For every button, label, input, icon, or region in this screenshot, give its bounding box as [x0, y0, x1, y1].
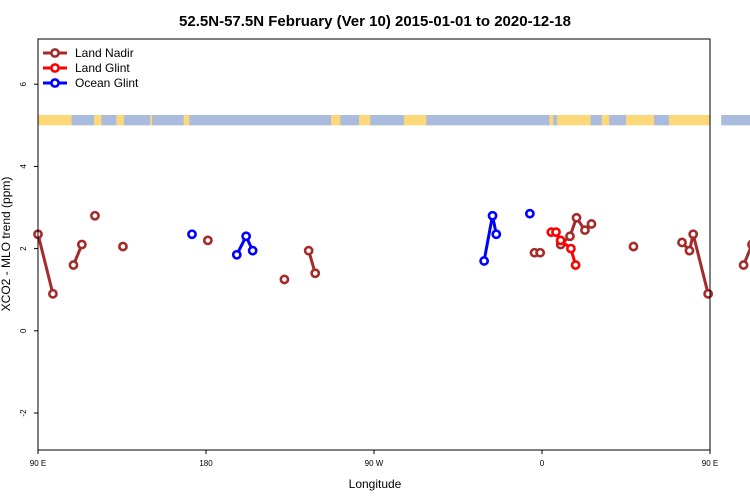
x-tick-label: 90 E — [702, 459, 718, 468]
x-tick-label: 180 — [199, 459, 213, 468]
x-tick-label: 90 W — [365, 459, 384, 468]
data-point — [703, 288, 714, 299]
legend-item: Land Glint — [43, 61, 130, 75]
data-point — [571, 212, 582, 223]
chart-title: 52.5N-57.5N February (Ver 10) 2015-01-01… — [179, 13, 571, 30]
data-point — [90, 210, 100, 221]
series-ocean-glint — [187, 208, 535, 266]
plot-frame — [37, 38, 711, 451]
data-point — [677, 237, 687, 248]
legend-label: Land Nadir — [75, 46, 134, 60]
series-land-nadir — [33, 210, 750, 299]
y-tick-label: 4 — [19, 164, 28, 169]
data-point — [524, 208, 535, 219]
data-point — [68, 260, 79, 270]
data-point — [202, 235, 213, 246]
data-point — [247, 245, 258, 256]
map-strip-ocean — [654, 115, 669, 126]
legend-item: Land Nadir — [43, 46, 134, 60]
legend-item: Ocean Glint — [43, 76, 139, 90]
map-strip-ocean — [123, 115, 150, 126]
data-point — [487, 210, 498, 221]
data-point — [551, 227, 561, 238]
data-point — [303, 245, 314, 256]
map-strip-ocean — [151, 115, 184, 126]
map-strip-ocean — [553, 115, 557, 126]
data-point — [491, 229, 502, 240]
data-point — [566, 243, 576, 254]
data-point — [580, 225, 590, 236]
map-strip-ocean — [609, 115, 626, 126]
y-tick-label: 0 — [19, 328, 28, 333]
data-point — [555, 235, 566, 246]
x-tick-label: 90 E — [30, 459, 46, 468]
series-line — [680, 232, 710, 295]
x-tick-label: 0 — [540, 459, 545, 468]
data-point — [586, 219, 597, 229]
legend-swatch-marker — [50, 63, 60, 73]
data-point — [479, 256, 490, 266]
data-point — [535, 247, 546, 258]
data-point — [241, 231, 252, 242]
y-tick-label: -2 — [19, 409, 28, 417]
map-strip-ocean — [426, 115, 550, 126]
data-point — [628, 241, 639, 252]
data-point — [118, 241, 128, 252]
map-strip-ocean — [189, 115, 332, 126]
y-tick-label: 2 — [19, 246, 28, 251]
data-point — [684, 245, 695, 256]
data-point — [688, 229, 699, 240]
data-point — [570, 260, 581, 270]
map-strip-ocean — [101, 115, 117, 126]
data-point — [738, 260, 749, 270]
legend-swatch-marker — [50, 78, 60, 88]
map-strip-ocean — [340, 115, 360, 126]
legend-swatch-marker — [50, 48, 60, 58]
data-point — [76, 239, 87, 250]
series-line — [36, 233, 55, 295]
series-land-glint — [546, 227, 581, 270]
data-point — [48, 288, 58, 299]
x-axis-label: Longitude — [349, 477, 402, 491]
map-strip-ocean — [721, 115, 750, 126]
legend-label: Ocean Glint — [75, 76, 139, 90]
map-strip-ocean — [370, 115, 404, 126]
data-point — [565, 231, 575, 242]
y-axis-label: XCO2 - MLO trend (ppm) — [0, 177, 13, 312]
data-point — [310, 268, 321, 279]
map-strip-ocean — [71, 115, 94, 126]
data-point — [231, 249, 242, 260]
data-point — [279, 274, 290, 285]
data-point — [187, 229, 197, 240]
legend-label: Land Glint — [75, 61, 130, 75]
y-tick-label: 6 — [19, 81, 28, 86]
map-strip — [38, 115, 750, 126]
map-strip-ocean — [590, 115, 602, 126]
